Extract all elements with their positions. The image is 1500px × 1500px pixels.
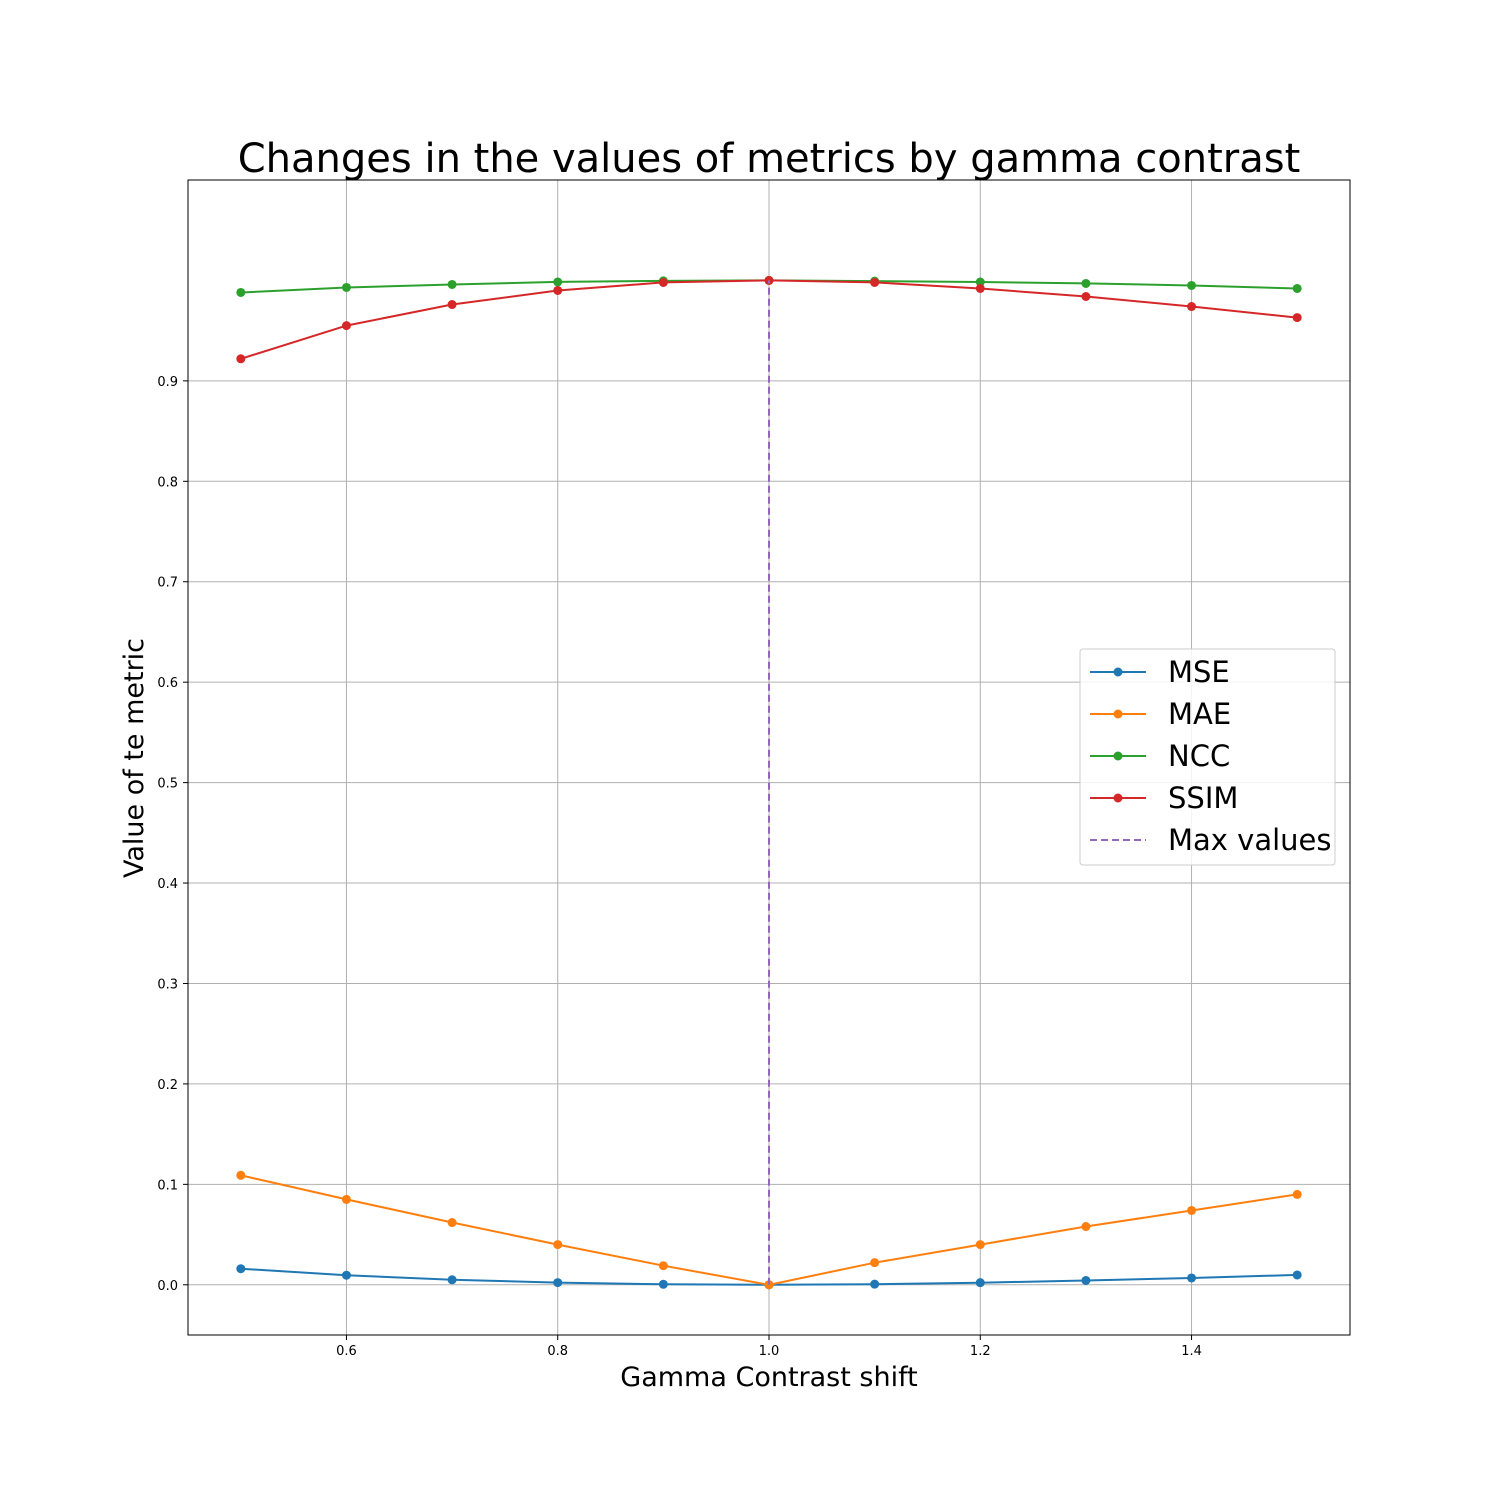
- legend-marker-ssim: [1113, 793, 1123, 803]
- legend-marker-ncc: [1113, 751, 1123, 761]
- y-tick-label: 0.4: [157, 877, 178, 892]
- y-tick-label: 0.9: [157, 375, 178, 390]
- legend-label-ssim: SSIM: [1168, 781, 1238, 815]
- x-tick-label: 0.6: [336, 1344, 357, 1359]
- y-tick-label: 0.7: [157, 576, 178, 591]
- data-point-ssim: [1081, 292, 1091, 302]
- data-point-ncc: [447, 279, 457, 289]
- data-point-ssim: [975, 283, 985, 293]
- data-point-mae: [870, 1258, 880, 1268]
- data-point-ssim: [236, 354, 246, 364]
- data-point-ssim: [764, 275, 774, 285]
- data-point-ncc: [236, 287, 246, 297]
- data-point-mae: [658, 1261, 668, 1271]
- data-point-mse: [1187, 1273, 1197, 1283]
- data-point-mse: [341, 1270, 351, 1280]
- legend-label-mse: MSE: [1168, 655, 1230, 689]
- y-tick-label: 0.5: [157, 777, 178, 792]
- data-point-ssim: [870, 277, 880, 287]
- legend-label-ncc: NCC: [1168, 739, 1230, 773]
- data-point-mae: [1081, 1222, 1091, 1232]
- x-axis-label: Gamma Contrast shift: [620, 1362, 917, 1393]
- data-point-mse: [975, 1278, 985, 1288]
- x-tick-label: 1.4: [1181, 1344, 1202, 1359]
- data-point-ssim: [341, 321, 351, 331]
- y-tick-label: 0.0: [157, 1279, 178, 1294]
- y-tick-label: 0.3: [157, 977, 178, 992]
- data-point-ssim: [553, 285, 563, 295]
- ticks: 0.6 0.8 1.0 1.2 1.4 0.0 0.1 0.2 0.3 0.4 0.5 0.6 0.7 0…: [157, 375, 1202, 1359]
- y-tick-label: 0.1: [157, 1178, 178, 1193]
- data-point-mse: [447, 1275, 457, 1285]
- series-layer: [236, 275, 1302, 1290]
- legend-frame: [1079, 648, 1336, 866]
- data-point-mse: [1081, 1275, 1091, 1285]
- data-point-ssim: [1187, 302, 1197, 312]
- data-point-mae: [341, 1194, 351, 1204]
- data-point-ncc: [975, 277, 985, 287]
- legend-label-mae: MAE: [1168, 697, 1231, 731]
- y-axis-label: Value of te metric: [119, 638, 150, 878]
- x-tick-label: 0.8: [547, 1344, 568, 1359]
- data-point-ssim: [447, 300, 457, 310]
- data-point-ncc: [1081, 278, 1091, 288]
- data-point-mae: [975, 1240, 985, 1250]
- data-point-mae: [447, 1218, 457, 1228]
- data-point-ncc: [341, 282, 351, 292]
- y-tick-label: 0.8: [157, 475, 178, 490]
- data-point-ncc: [553, 277, 563, 287]
- legend-marker-mse: [1113, 667, 1123, 677]
- data-point-mse: [1292, 1270, 1302, 1280]
- data-point-mae: [553, 1240, 563, 1250]
- data-point-mae: [236, 1170, 246, 1180]
- x-tick-label: 1.2: [970, 1344, 991, 1359]
- y-tick-label: 0.6: [157, 676, 178, 691]
- data-point-ssim: [1292, 313, 1302, 323]
- legend: MSE MAE NCC SSIM Max values: [1079, 648, 1336, 866]
- data-point-mae: [1187, 1205, 1197, 1215]
- data-point-mse: [553, 1278, 563, 1288]
- data-point-ncc: [1292, 283, 1302, 293]
- data-point-ncc: [1187, 280, 1197, 290]
- y-tick-label: 0.2: [157, 1078, 178, 1093]
- data-point-mae: [1292, 1189, 1302, 1199]
- x-tick-label: 1.0: [759, 1344, 780, 1359]
- data-point-mse: [658, 1279, 668, 1289]
- data-point-mse: [870, 1279, 880, 1289]
- data-point-ssim: [658, 277, 668, 287]
- legend-label-max-values: Max values: [1168, 823, 1332, 857]
- chart-title: Changes in the values of metrics by gamm…: [238, 136, 1301, 182]
- legend-marker-mae: [1113, 709, 1123, 719]
- data-point-mse: [236, 1264, 246, 1274]
